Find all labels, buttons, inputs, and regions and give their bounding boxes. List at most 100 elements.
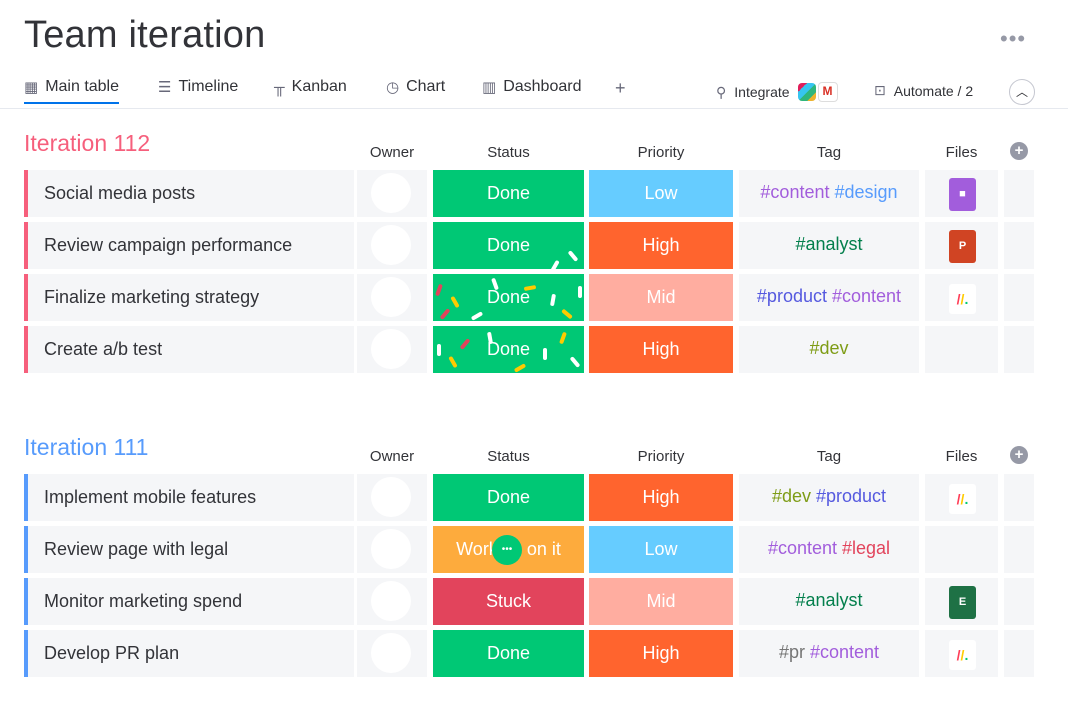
- avatar[interactable]: [371, 173, 411, 213]
- drag-handle-icon[interactable]: •••: [492, 535, 522, 565]
- avatar[interactable]: [371, 329, 411, 369]
- tag-label[interactable]: #content: [809, 642, 880, 662]
- table-row[interactable]: Monitor marketing spend Stuck Mid #analyst E: [24, 578, 1034, 625]
- table-row[interactable]: Review campaign performance Done High #anal…: [24, 222, 1034, 269]
- item-name-cell[interactable]: Develop PR plan: [24, 630, 354, 677]
- avatar[interactable]: [371, 633, 411, 673]
- tag-label[interactable]: #content: [832, 286, 902, 306]
- status-cell[interactable]: Done: [433, 222, 584, 269]
- tag-cell[interactable]: #product #content: [739, 274, 919, 321]
- tag-cell[interactable]: #analyst: [739, 578, 919, 625]
- tag-label[interactable]: #analyst: [795, 234, 863, 254]
- automate-button[interactable]: ⊡ Automate / 2: [874, 82, 974, 99]
- more-options-icon[interactable]: •••: [1000, 26, 1027, 51]
- tag-label[interactable]: #dev: [771, 486, 811, 506]
- owner-cell[interactable]: [357, 526, 427, 573]
- item-name-cell[interactable]: Finalize marketing strategy: [24, 274, 354, 321]
- table-row[interactable]: Create a/b test Done High #dev: [24, 326, 1034, 373]
- owner-cell[interactable]: [357, 474, 427, 521]
- avatar[interactable]: [371, 529, 411, 569]
- column-header-priority[interactable]: Priority: [637, 144, 685, 161]
- column-header-owner[interactable]: Owner: [369, 448, 415, 465]
- files-cell[interactable]: E: [925, 578, 998, 625]
- monday-logo-icon[interactable]: //.: [949, 284, 976, 314]
- column-header-status[interactable]: Status: [487, 144, 530, 161]
- item-name-cell[interactable]: Create a/b test: [24, 326, 354, 373]
- tag-label[interactable]: #content: [760, 182, 830, 202]
- column-header-priority[interactable]: Priority: [637, 448, 685, 465]
- tag-label[interactable]: #pr: [778, 642, 805, 662]
- tag-cell[interactable]: #dev #product: [739, 474, 919, 521]
- tag-label[interactable]: #dev: [809, 338, 849, 358]
- status-cell[interactable]: Stuck: [433, 578, 584, 625]
- column-header-owner[interactable]: Owner: [369, 144, 415, 161]
- owner-cell[interactable]: [357, 326, 427, 373]
- table-row[interactable]: Develop PR plan Done High #pr #content //.: [24, 630, 1034, 677]
- owner-cell[interactable]: [357, 170, 427, 217]
- group-title[interactable]: Iteration 111: [24, 434, 149, 460]
- integrate-button[interactable]: ⚲ Integrate M: [716, 82, 838, 102]
- files-cell[interactable]: [925, 526, 998, 573]
- owner-cell[interactable]: [357, 274, 427, 321]
- tag-cell[interactable]: #analyst: [739, 222, 919, 269]
- tag-cell[interactable]: #dev: [739, 326, 919, 373]
- owner-cell[interactable]: [357, 222, 427, 269]
- table-row[interactable]: Implement mobile features Done High #dev #p…: [24, 474, 1034, 521]
- add-column-button[interactable]: +: [1010, 446, 1028, 464]
- priority-cell[interactable]: High: [589, 474, 733, 521]
- monday-logo-icon[interactable]: //.: [949, 484, 976, 514]
- item-name-cell[interactable]: Social media posts: [24, 170, 354, 217]
- column-header-files[interactable]: Files: [945, 144, 978, 161]
- files-cell[interactable]: //.: [925, 630, 998, 677]
- status-cell[interactable]: Done: [433, 274, 584, 321]
- priority-cell[interactable]: High: [589, 630, 733, 677]
- avatar[interactable]: [371, 277, 411, 317]
- status-cell[interactable]: Working on it •••: [433, 526, 584, 573]
- item-name-cell[interactable]: Review page with legal: [24, 526, 354, 573]
- column-header-files[interactable]: Files: [945, 448, 978, 465]
- column-header-tag[interactable]: Tag: [816, 144, 842, 161]
- item-name-cell[interactable]: Implement mobile features: [24, 474, 354, 521]
- tag-label[interactable]: #design: [834, 182, 898, 202]
- powerpoint-file-icon[interactable]: P: [949, 230, 976, 263]
- tag-cell[interactable]: #content #design: [739, 170, 919, 217]
- item-name-cell[interactable]: Monitor marketing spend: [24, 578, 354, 625]
- status-cell[interactable]: Done: [433, 474, 584, 521]
- files-cell[interactable]: P: [925, 222, 998, 269]
- files-cell[interactable]: [925, 326, 998, 373]
- add-column-button[interactable]: +: [1010, 142, 1028, 160]
- group-title[interactable]: Iteration 112: [24, 130, 151, 156]
- status-cell[interactable]: Done: [433, 170, 584, 217]
- tab-chart[interactable]: ◷ Chart: [386, 78, 446, 96]
- excel-file-icon[interactable]: E: [949, 586, 976, 619]
- owner-cell[interactable]: [357, 630, 427, 677]
- status-cell[interactable]: Done: [433, 326, 584, 373]
- add-view-button[interactable]: +: [615, 78, 626, 98]
- tag-label[interactable]: #content: [767, 538, 837, 558]
- avatar[interactable]: [371, 581, 411, 621]
- owner-cell[interactable]: [357, 578, 427, 625]
- column-header-tag[interactable]: Tag: [816, 448, 842, 465]
- tag-label[interactable]: #legal: [842, 538, 891, 558]
- priority-cell[interactable]: Mid: [589, 274, 733, 321]
- tag-label[interactable]: #product: [756, 286, 827, 306]
- priority-cell[interactable]: Low: [589, 526, 733, 573]
- tab-kanban[interactable]: ╥ Kanban: [274, 78, 347, 96]
- video-file-icon[interactable]: ■: [949, 178, 976, 211]
- tab-timeline[interactable]: ☰ Timeline: [158, 78, 239, 96]
- tag-label[interactable]: #product: [816, 486, 887, 506]
- files-cell[interactable]: //.: [925, 474, 998, 521]
- table-row[interactable]: Finalize marketing strategy Done Mid #produ…: [24, 274, 1034, 321]
- avatar[interactable]: [371, 225, 411, 265]
- table-row[interactable]: Review page with legal Working on it ••• Lo…: [24, 526, 1034, 573]
- collapse-header-button[interactable]: ︿: [1009, 79, 1035, 105]
- monday-logo-icon[interactable]: //.: [949, 640, 976, 670]
- priority-cell[interactable]: High: [589, 326, 733, 373]
- table-row[interactable]: Social media posts Done Low #content #desig…: [24, 170, 1034, 217]
- files-cell[interactable]: ■: [925, 170, 998, 217]
- priority-cell[interactable]: Low: [589, 170, 733, 217]
- avatar[interactable]: [371, 477, 411, 517]
- status-cell[interactable]: Done: [433, 630, 584, 677]
- priority-cell[interactable]: Mid: [589, 578, 733, 625]
- tag-cell[interactable]: #content #legal: [739, 526, 919, 573]
